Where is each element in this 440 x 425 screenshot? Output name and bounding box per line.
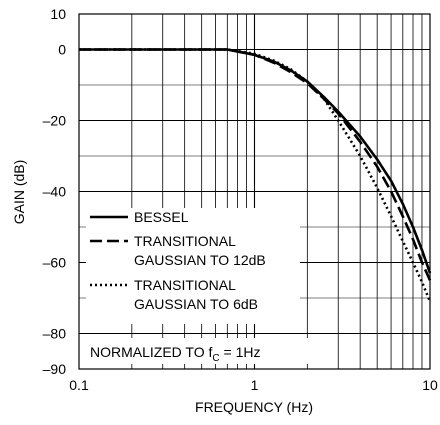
tick-labels: 10 0 –20 –40 –60 –80 –900.1 1 10 — [43, 6, 438, 393]
normalization-note-suffix: = 1Hz — [220, 344, 261, 360]
y-tick-label: –20 — [43, 113, 67, 129]
x-tick-label: 10 — [422, 377, 438, 393]
series-line-dashed — [79, 48, 432, 281]
annotation-background — [86, 338, 308, 364]
legend-label: TRANSITIONAL — [134, 277, 236, 293]
y-tick-label: –80 — [43, 326, 67, 342]
legend: BESSEL TRANSITIONAL GAUSSIAN TO 12dB TRANSI… — [86, 208, 300, 324]
normalization-note-prefix: NORMALIZED TO f — [90, 344, 213, 360]
y-tick-label: 0 — [58, 42, 66, 58]
y-tick-label: –60 — [43, 255, 67, 271]
x-tick-label: 0.1 — [69, 377, 89, 393]
legend-label: TRANSITIONAL — [134, 233, 236, 249]
x-axis-label: FREQUENCY (Hz) — [195, 399, 313, 415]
y-tick-label: 10 — [50, 6, 66, 22]
annotation-group: NORMALIZED TO fC = 1Hz — [86, 338, 308, 364]
plot-frame — [78, 13, 431, 370]
series-line-dotted — [79, 48, 432, 303]
series-group — [79, 48, 432, 303]
legend-label-line2: GAUSSIAN TO 6dB — [134, 296, 258, 312]
normalization-note: NORMALIZED TO fC = 1Hz — [90, 344, 260, 364]
y-tick-label: –40 — [43, 184, 67, 200]
grid — [79, 14, 430, 369]
legend-background — [86, 208, 300, 324]
y-tick-label: –90 — [43, 361, 67, 377]
y-axis-label: GAIN (dB) — [11, 160, 27, 225]
legend-label: BESSEL — [134, 209, 189, 225]
x-tick-label: 1 — [251, 377, 259, 393]
legend-label-line2: GAUSSIAN TO 12dB — [134, 252, 266, 268]
normalization-note-subscript: C — [212, 353, 219, 364]
